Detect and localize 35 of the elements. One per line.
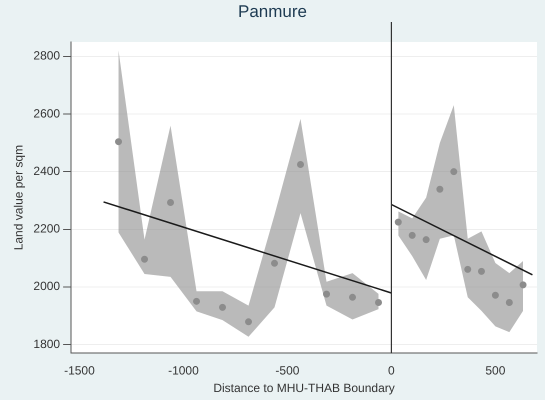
y-tick-label: 2400 (33, 164, 60, 178)
point (422, 236, 430, 244)
point (141, 256, 148, 263)
point (167, 199, 174, 206)
y-tick-label: 2800 (33, 48, 60, 63)
x-tick-label: 0 (388, 364, 396, 378)
point (297, 160, 304, 168)
point (492, 292, 499, 299)
x-tick-label: 500 (485, 364, 506, 378)
point (349, 294, 356, 301)
x-tick-label: -1000 (168, 364, 200, 378)
chart-title: Panmure (237, 2, 308, 22)
y-tick-label: 2000 (33, 279, 60, 294)
y-tick-label: 1800 (33, 336, 60, 351)
point (450, 168, 458, 176)
point (520, 281, 527, 288)
y-axis-title: Land value per sqm (12, 144, 26, 250)
x-tick-label: -500 (275, 364, 300, 378)
point (506, 298, 513, 306)
point (478, 268, 485, 275)
point (193, 298, 200, 305)
point (436, 186, 444, 193)
point (271, 260, 278, 267)
point (115, 138, 122, 146)
x-tick-label: -1500 (64, 364, 96, 378)
point (245, 318, 252, 326)
y-tick-label: 2600 (33, 106, 60, 120)
point (219, 304, 226, 311)
y-tick-label: 2200 (33, 222, 60, 236)
x-axis-title: Distance to MHU-THAB Boundary (213, 381, 395, 396)
point (323, 290, 330, 298)
point (375, 298, 382, 306)
point (464, 266, 472, 273)
point (408, 232, 416, 239)
point (394, 218, 402, 226)
